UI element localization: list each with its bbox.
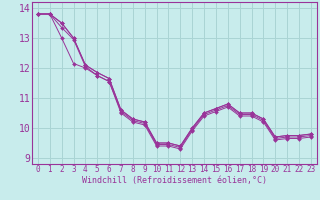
X-axis label: Windchill (Refroidissement éolien,°C): Windchill (Refroidissement éolien,°C) — [82, 176, 267, 185]
